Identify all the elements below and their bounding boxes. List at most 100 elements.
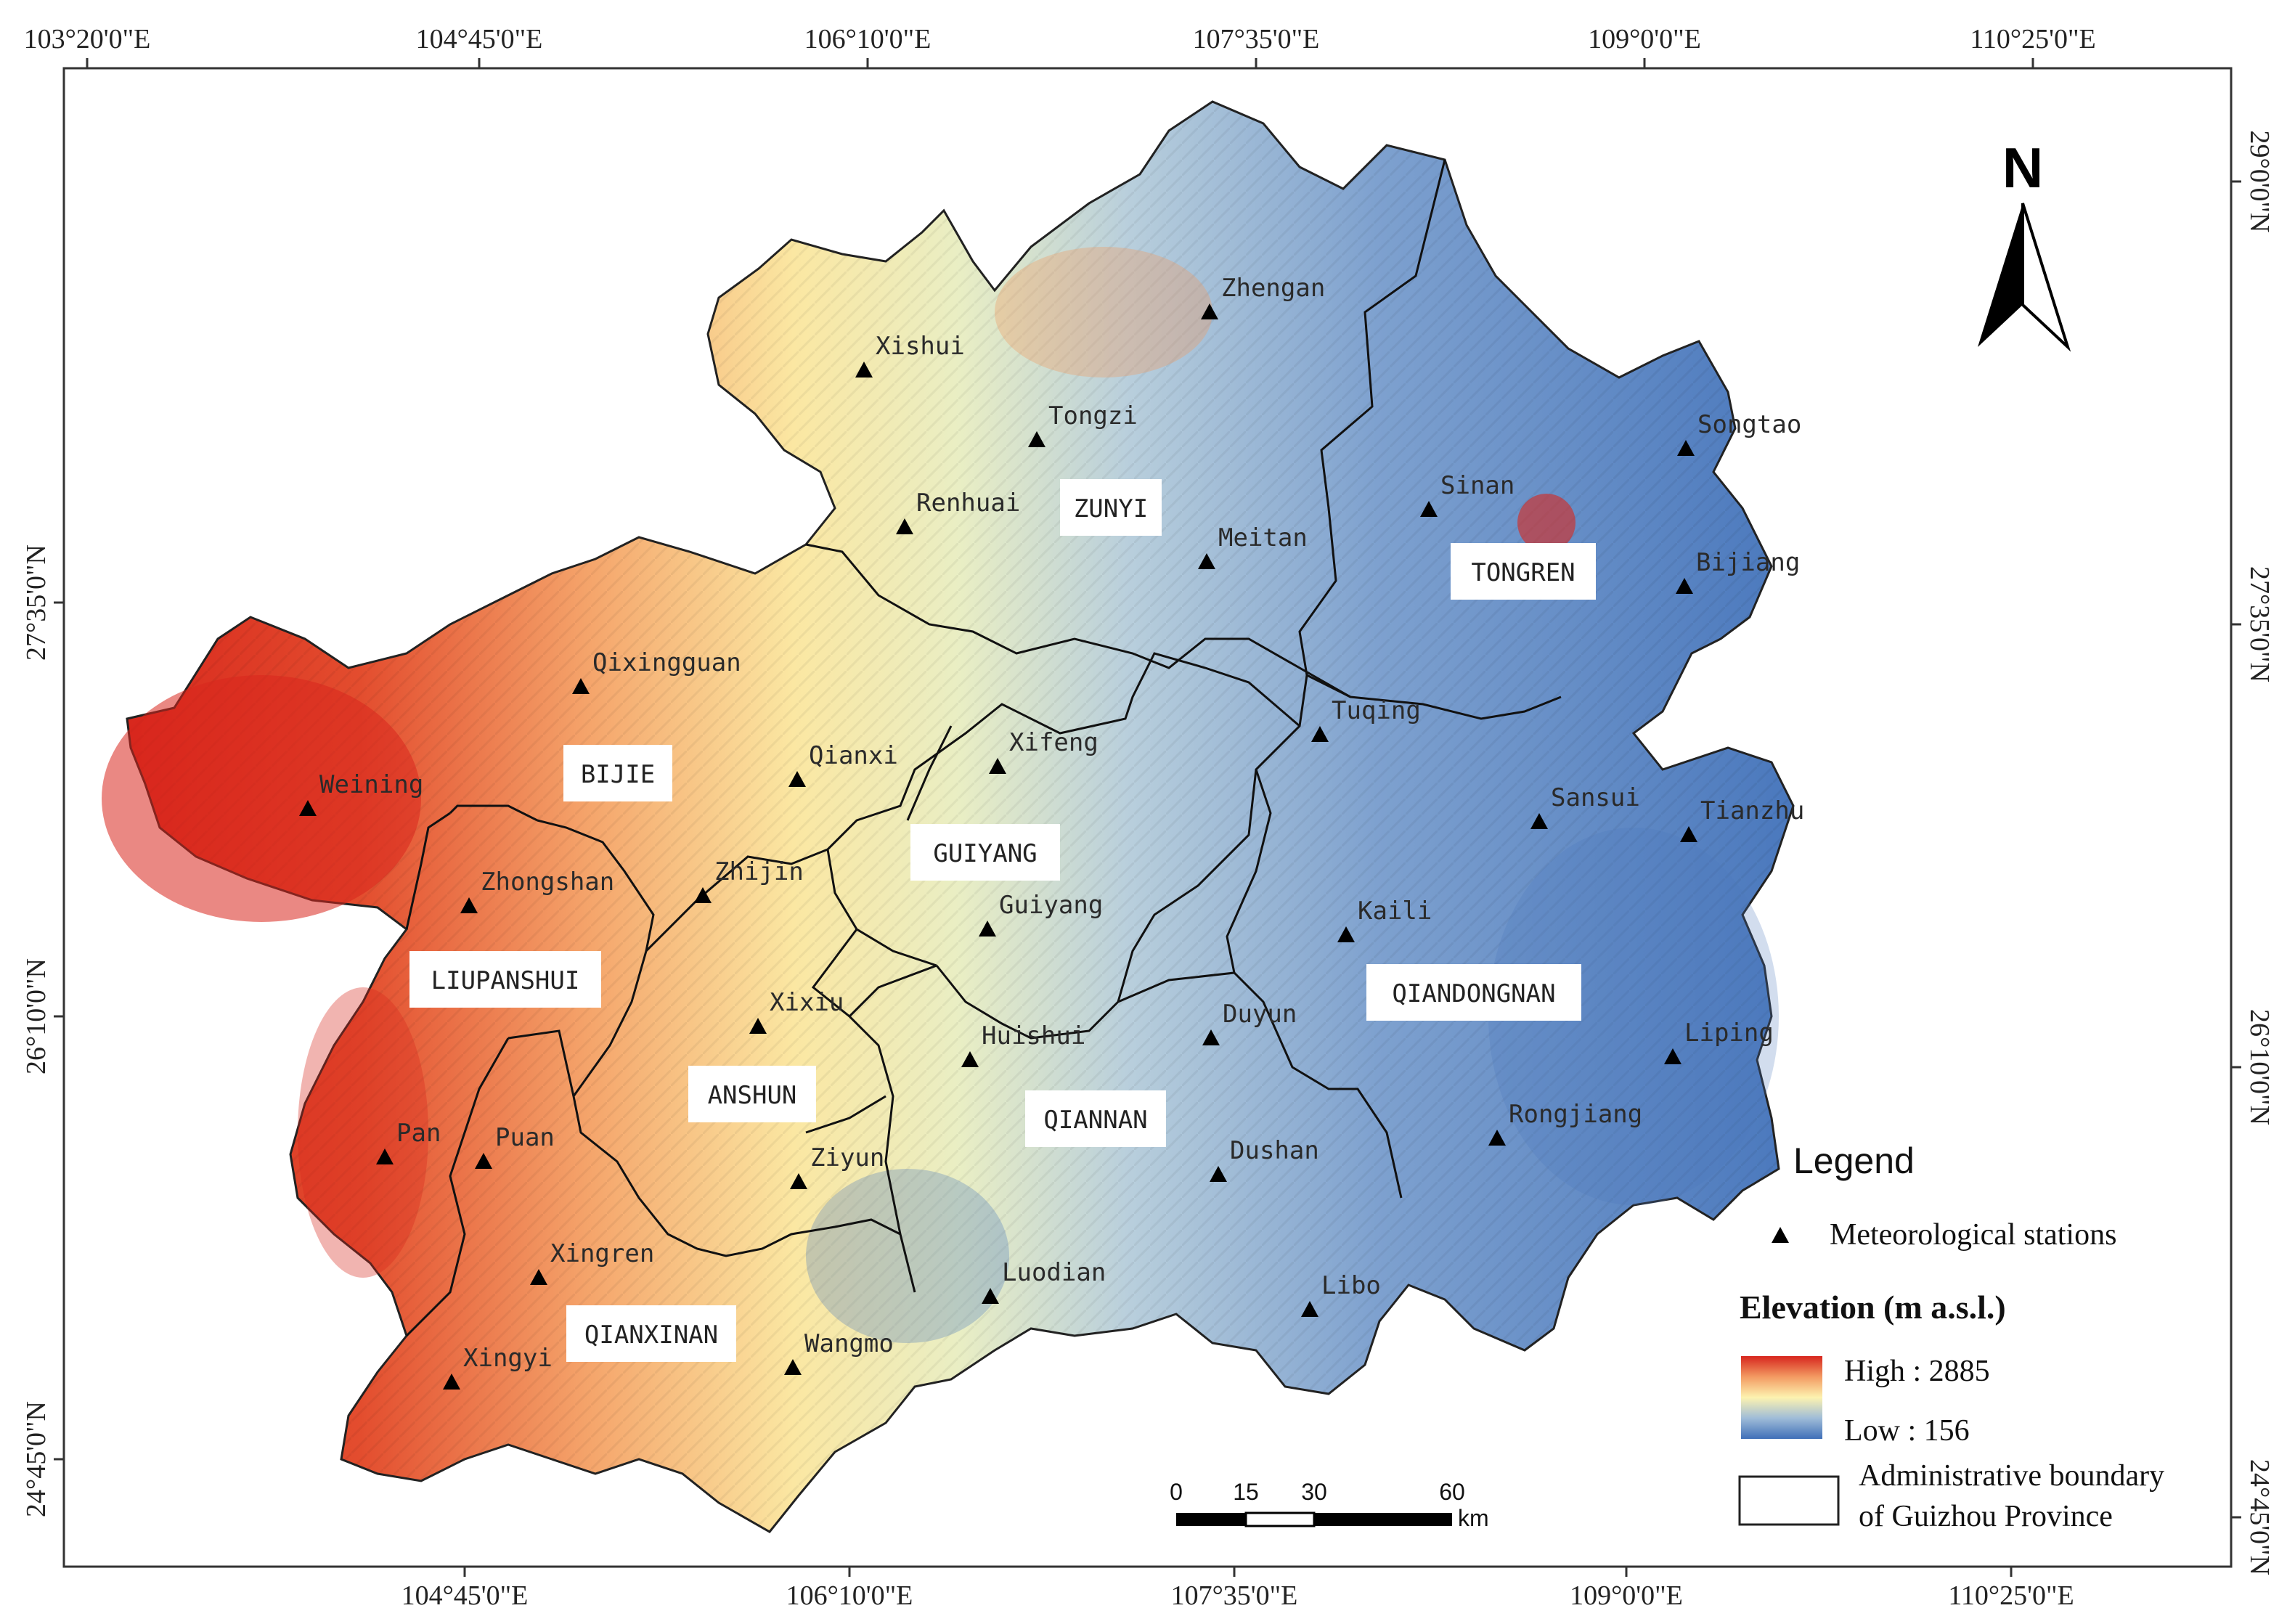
region-label-guiyang: GUIYANG bbox=[910, 824, 1060, 881]
station-zhengan: Zhengan bbox=[1201, 274, 1325, 319]
region-label-text: TONGREN bbox=[1471, 558, 1575, 587]
region-label-text: BIJIE bbox=[581, 760, 655, 789]
legend: Legend Meteorological stations Elevation… bbox=[1738, 1141, 2164, 1533]
bottom-tick-label: 106°10'0"E bbox=[786, 1580, 913, 1611]
station-xingren: Xingren bbox=[530, 1239, 654, 1285]
station-kaili: Kaili bbox=[1337, 897, 1432, 942]
station-marker bbox=[855, 362, 873, 378]
region-label-text: ANSHUN bbox=[708, 1081, 797, 1110]
station-label: Tianzhu bbox=[1700, 796, 1804, 825]
station-label: Xingyi bbox=[463, 1344, 553, 1373]
bottom-tick-label: 110°25'0"E bbox=[1948, 1580, 2074, 1611]
station-marker bbox=[1676, 578, 1693, 594]
station-marker bbox=[1664, 1048, 1681, 1064]
legend-boundary-line1: Administrative boundary bbox=[1859, 1459, 2164, 1493]
region-label-qiannan: QIANNAN bbox=[1025, 1090, 1166, 1147]
scale-tick-label: 0 bbox=[1170, 1479, 1183, 1505]
region-label-anshun: ANSHUN bbox=[688, 1066, 816, 1122]
station-libo: Libo bbox=[1301, 1271, 1381, 1317]
legend-elevation-title: Elevation (m a.s.l.) bbox=[1740, 1289, 2006, 1326]
bottom-tick-labels: 104°45'0"E 106°10'0"E 107°35'0"E 109°0'0… bbox=[401, 1580, 2074, 1611]
station-marker bbox=[1198, 553, 1215, 569]
station-marker bbox=[694, 887, 712, 903]
north-arrow-dark-half bbox=[1978, 203, 2023, 347]
station-marker bbox=[572, 678, 590, 694]
station-marker bbox=[788, 771, 806, 787]
station-label: Tuqing bbox=[1332, 696, 1421, 725]
station-label: Ziyun bbox=[810, 1143, 884, 1172]
station-qianxi: Qianxi bbox=[788, 741, 898, 787]
region-label-text: QIANXINAN bbox=[584, 1321, 718, 1350]
station-qixingguan: Qixingguan bbox=[572, 648, 741, 694]
frame-ticks bbox=[54, 58, 2241, 1577]
station-label: Pan bbox=[396, 1119, 441, 1148]
legend-station-icon bbox=[1772, 1227, 1789, 1243]
station-meitan: Meitan bbox=[1198, 523, 1308, 569]
station-label: Wangmo bbox=[804, 1329, 894, 1358]
station-pan: Pan bbox=[376, 1119, 441, 1164]
station-sinan: Sinan bbox=[1420, 471, 1515, 517]
right-tick-labels: 29°0'0"N 27°35'0"N 26°10'0"N 24°45'0"N bbox=[2244, 131, 2275, 1576]
north-label: N bbox=[2002, 136, 2043, 200]
station-label: Zhengan bbox=[1221, 274, 1325, 303]
station-label: Dushan bbox=[1230, 1136, 1319, 1165]
region-label-qianxinan: QIANXINAN bbox=[566, 1305, 736, 1362]
station-label: Meitan bbox=[1218, 523, 1308, 552]
station-sansui: Sansui bbox=[1530, 783, 1640, 829]
bottom-tick-label: 109°0'0"E bbox=[1570, 1580, 1683, 1611]
station-marker bbox=[1488, 1130, 1506, 1146]
left-tick-label: 26°10'0"N bbox=[21, 958, 52, 1074]
station-marker bbox=[1530, 813, 1548, 829]
station-label: Guiyang bbox=[999, 891, 1103, 920]
station-label: Xixiu bbox=[770, 988, 844, 1017]
station-huishui: Huishui bbox=[961, 1021, 1085, 1067]
station-wangmo: Wangmo bbox=[784, 1329, 894, 1375]
station-songtao: Songtao bbox=[1677, 410, 1801, 456]
station-marker bbox=[1301, 1301, 1318, 1317]
left-tick-labels: 27°35'0"N 26°10'0"N 24°45'0"N bbox=[21, 544, 52, 1517]
station-weining: Weining bbox=[299, 770, 423, 816]
region-label-text: QIANNAN bbox=[1043, 1106, 1147, 1135]
station-puan: Puan bbox=[475, 1123, 555, 1169]
station-label: Weining bbox=[319, 770, 423, 799]
station-label: Xifeng bbox=[1009, 728, 1098, 757]
region-label-text: QIANDONGNAN bbox=[1392, 979, 1555, 1008]
station-label: Zhongshan bbox=[481, 868, 614, 897]
station-label: Kaili bbox=[1358, 897, 1432, 926]
legend-station-label: Meteorological stations bbox=[1830, 1218, 2116, 1252]
station-tongzi: Tongzi bbox=[1028, 401, 1138, 447]
legend-high-label: High : 2885 bbox=[1844, 1355, 1990, 1388]
station-renhuai: Renhuai bbox=[896, 489, 1020, 534]
station-marker bbox=[989, 758, 1006, 774]
legend-elevation-ramp bbox=[1741, 1356, 1822, 1439]
station-marker bbox=[1680, 826, 1697, 842]
right-tick-label: 29°0'0"N bbox=[2244, 131, 2275, 233]
prefecture-boundaries bbox=[405, 159, 1562, 1337]
station-label: Qianxi bbox=[809, 741, 898, 770]
station-marker bbox=[979, 921, 996, 937]
terrain-accents bbox=[102, 247, 1779, 1343]
station-label: Luodian bbox=[1002, 1258, 1106, 1287]
station-rongjiang: Rongjiang bbox=[1488, 1100, 1642, 1146]
region-label-tongren: TONGREN bbox=[1451, 543, 1596, 600]
meteorological-stations: Zhengan Xishui Tongzi Songtao Sinan Renh… bbox=[299, 274, 1804, 1390]
station-marker bbox=[961, 1051, 979, 1067]
top-tick-label: 103°20'0"E bbox=[24, 24, 151, 54]
station-label: Qixingguan bbox=[592, 648, 741, 677]
station-xifeng: Xifeng bbox=[989, 728, 1098, 774]
top-tick-label: 107°35'0"E bbox=[1193, 24, 1320, 54]
station-marker bbox=[530, 1269, 547, 1285]
station-marker bbox=[1337, 926, 1355, 942]
station-ziyun: Ziyun bbox=[790, 1143, 884, 1189]
station-xixiu: Xixiu bbox=[749, 988, 844, 1034]
north-arrow-light-half bbox=[2021, 203, 2071, 352]
station-label: Liping bbox=[1684, 1019, 1774, 1048]
top-tick-labels: 103°20'0"E 104°45'0"E 106°10'0"E 107°35'… bbox=[24, 24, 2096, 54]
station-marker bbox=[443, 1374, 460, 1390]
station-marker bbox=[475, 1153, 492, 1169]
station-marker bbox=[299, 800, 317, 816]
scale-tick-label: 60 bbox=[1439, 1479, 1465, 1505]
bottom-tick-label: 107°35'0"E bbox=[1171, 1580, 1298, 1611]
station-duyun: Duyun bbox=[1202, 1000, 1297, 1045]
